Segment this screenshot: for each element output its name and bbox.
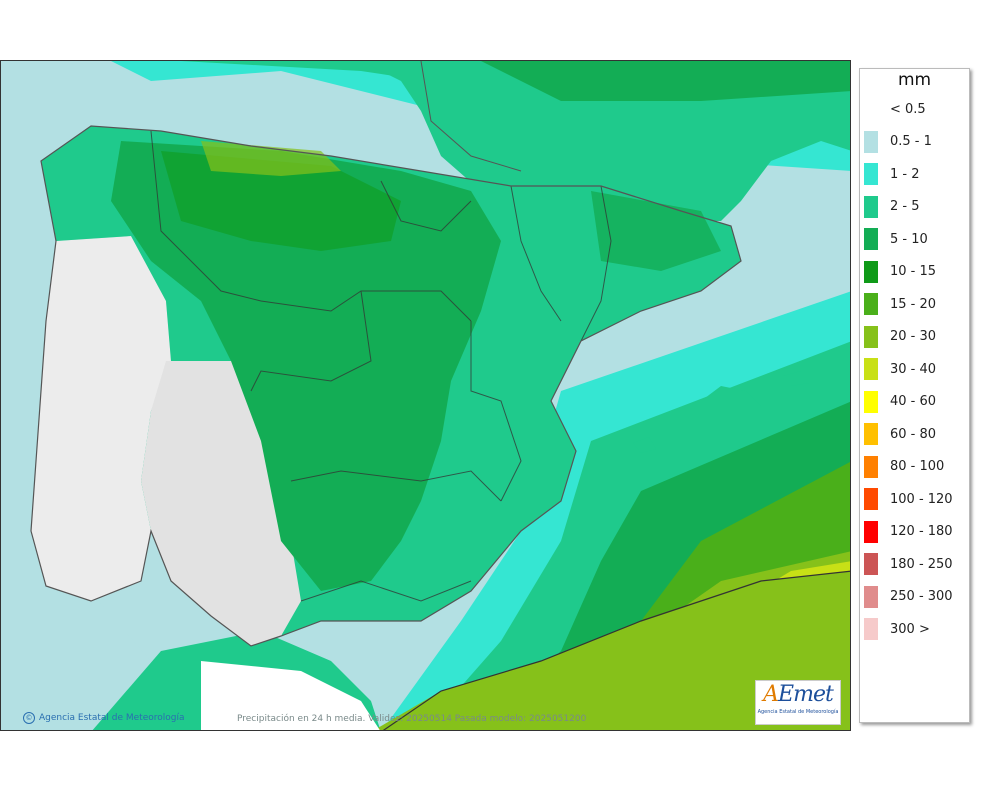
legend-item: 0.5 - 1 xyxy=(864,130,932,153)
legend-label: 5 - 10 xyxy=(890,231,928,247)
legend-swatch xyxy=(864,260,878,283)
legend-label: 80 - 100 xyxy=(890,459,945,474)
legend-item: 2 - 5 xyxy=(864,195,920,218)
legend-label: 30 - 40 xyxy=(890,361,937,377)
legend-item: 40 - 60 xyxy=(864,390,937,413)
africa-land xyxy=(374,571,850,730)
legend-label: 100 - 120 xyxy=(890,491,953,507)
legend-item: 20 - 30 xyxy=(864,325,937,348)
iberia-coastline xyxy=(30,125,742,647)
legend-swatch xyxy=(864,293,878,315)
legend-swatch xyxy=(864,520,878,543)
africa-coastline xyxy=(382,570,850,730)
legend-swatch xyxy=(864,390,878,413)
agency-credit: © Agencia Estatal de Meteorología xyxy=(23,712,185,724)
legend-label: 300 > xyxy=(890,621,930,637)
legend-swatch xyxy=(864,455,878,478)
legend-label: 120 - 180 xyxy=(890,524,953,539)
pyrenees-wet xyxy=(591,191,721,271)
legend-label: 250 - 300 xyxy=(890,589,953,604)
legend-swatch xyxy=(864,130,878,153)
legend-swatch xyxy=(864,488,878,510)
menorca-land xyxy=(783,371,809,386)
legend-swatch xyxy=(864,618,878,640)
legend-label: 1 - 2 xyxy=(890,166,920,182)
ibiza-land xyxy=(633,437,656,453)
legend-item: 5 - 10 xyxy=(864,228,928,250)
legend-item: 180 - 250 xyxy=(864,553,953,575)
legend-swatch xyxy=(864,98,878,120)
legend-item: 1 - 2 xyxy=(864,163,920,185)
aemet-logo-subtitle: Agencia Estatal de Meteorología xyxy=(757,709,839,715)
morocco-dry xyxy=(201,661,380,730)
legend-label: 180 - 250 xyxy=(890,556,953,572)
legend-swatch xyxy=(864,163,878,185)
legend-swatch xyxy=(864,585,878,608)
legend-swatch xyxy=(864,553,878,575)
legend-item: 80 - 100 xyxy=(864,455,945,478)
legend-swatch xyxy=(864,325,878,348)
legend-item: 100 - 120 xyxy=(864,488,953,510)
map-caption: Precipitación en 24 h media. Validez: 20… xyxy=(237,714,587,724)
mallorca-land xyxy=(701,386,761,421)
legend-label: 0.5 - 1 xyxy=(890,134,932,149)
cantabrian-peak xyxy=(201,141,341,176)
legend-label: 2 - 5 xyxy=(890,199,920,214)
legend-item: 10 - 15 xyxy=(864,260,937,283)
legend-label: 40 - 60 xyxy=(890,394,937,409)
legend: mm < 0.5 0.5 - 1 1 - 2 2 - 5 5 - 10 10 - 15 15… xyxy=(859,68,970,723)
legend-swatch xyxy=(864,423,878,445)
legend-swatch xyxy=(864,195,878,218)
legend-swatch xyxy=(864,358,878,380)
legend-label: 20 - 30 xyxy=(890,329,937,344)
legend-item: 300 > xyxy=(864,618,930,640)
legend-label: 15 - 20 xyxy=(890,296,937,312)
agency-credit-text: Agencia Estatal de Meteorología xyxy=(39,713,185,723)
aemet-logo-wordmark: AEmet xyxy=(763,682,834,707)
copyright-icon: © xyxy=(23,712,35,724)
cantabrian-wet xyxy=(161,151,401,251)
aemet-logo: AEmet Agencia Estatal de Meteorología xyxy=(755,680,841,725)
legend-item: 60 - 80 xyxy=(864,423,936,445)
legend-label: 10 - 15 xyxy=(890,264,937,279)
legend-item: 15 - 20 xyxy=(864,293,936,315)
region-borders xyxy=(150,130,612,602)
legend-item: < 0.5 xyxy=(864,98,926,120)
portugal-land xyxy=(31,236,171,601)
france-coastline xyxy=(420,61,522,172)
legend-item: 120 - 180 xyxy=(864,520,953,543)
legend-label: < 0.5 xyxy=(890,101,926,117)
legend-unit: mm xyxy=(897,70,932,90)
legend-label: 60 - 80 xyxy=(890,426,937,442)
precipitation-map: © Agencia Estatal de Meteorología Precipi… xyxy=(0,60,851,731)
legend-item: 250 - 300 xyxy=(864,585,953,608)
map-graphic xyxy=(1,61,850,730)
legend-swatch xyxy=(864,228,878,250)
france-wet xyxy=(481,61,850,101)
legend-item: 30 - 40 xyxy=(864,358,936,380)
